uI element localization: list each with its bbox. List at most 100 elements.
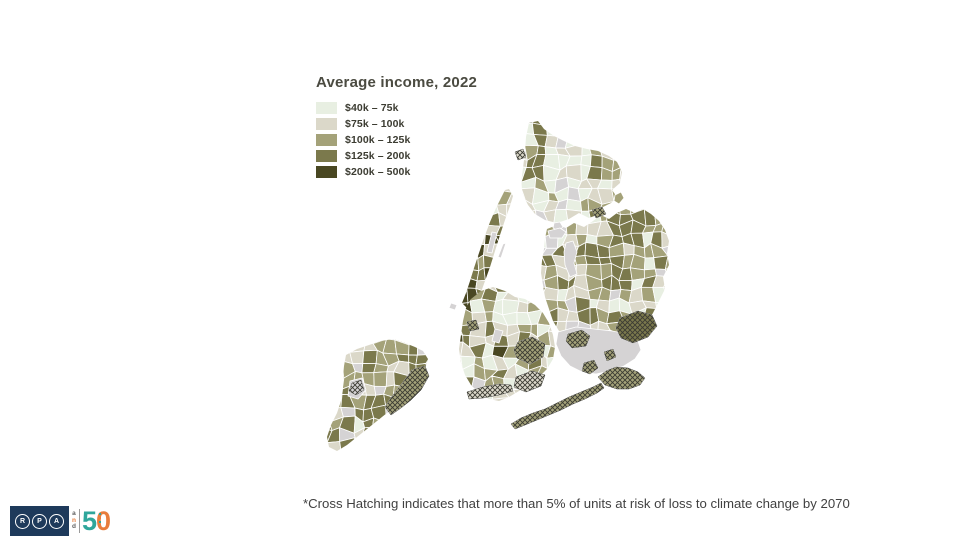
tract-cell — [459, 386, 461, 401]
tract-cell — [654, 212, 666, 226]
tract-cell — [508, 254, 513, 269]
tract-cell — [327, 387, 333, 401]
tract-cell — [486, 212, 501, 227]
tract-cell — [506, 397, 521, 401]
tract-cell — [674, 220, 686, 237]
tract-cell — [577, 132, 590, 148]
tract-cell — [527, 287, 540, 293]
tract-cell — [643, 257, 656, 271]
tract-cell — [506, 191, 513, 205]
legend-swatch — [316, 134, 337, 146]
tract-cell — [462, 244, 467, 262]
tract-cell — [473, 233, 486, 246]
no-data-area-governors-island — [448, 302, 458, 311]
rpa-anniversary-50: 50 — [82, 506, 111, 536]
tract-cell — [327, 441, 342, 451]
tract-cell — [536, 389, 554, 401]
tract-cell — [541, 286, 546, 301]
tract-cell — [651, 329, 669, 347]
tract-cell — [620, 158, 622, 168]
tract-cell — [462, 243, 479, 262]
tract-cell — [506, 202, 513, 218]
tract-cell — [547, 364, 555, 381]
tract-cell — [462, 216, 466, 226]
tract-cell — [546, 345, 555, 359]
tract-cell — [508, 232, 513, 248]
tract-cell — [546, 356, 555, 369]
tract-cell — [611, 178, 622, 190]
tract-cell — [327, 394, 333, 409]
tract-cell — [675, 323, 689, 335]
tract-cell — [459, 323, 464, 336]
tract-cell — [327, 362, 333, 376]
tract-cell — [427, 371, 428, 385]
tract-cell — [618, 279, 633, 291]
tract-cell — [394, 417, 410, 433]
tract-cell — [611, 121, 622, 134]
hatch-overlay-far-rockaway — [597, 366, 646, 390]
tract-cell — [373, 371, 388, 387]
cross-hatching-footnote: *Cross Hatching indicates that more than… — [303, 496, 850, 511]
legend-rows: $40k – 75k $75k – 100k $100k – 125k $125k –… — [316, 102, 477, 178]
tract-cell — [360, 448, 377, 451]
legend-label: $40k – 75k — [345, 102, 399, 114]
tract-cell — [663, 286, 669, 304]
tract-cell — [656, 308, 668, 325]
legend-swatch — [316, 150, 337, 162]
hatch-overlay-howard-beach — [565, 329, 591, 349]
tract-cell — [674, 212, 689, 225]
tract-cell — [459, 376, 475, 392]
logo-divider — [78, 509, 80, 533]
tract-cell — [327, 394, 343, 408]
tract-cell — [663, 340, 669, 347]
tract-cell — [673, 264, 686, 280]
tract-cell — [359, 441, 372, 451]
tract-cell — [459, 376, 461, 392]
legend-swatch — [316, 118, 337, 130]
tract-cell — [599, 132, 614, 150]
hatch-overlay-spuyten-duyvil — [514, 148, 527, 161]
tract-cell — [464, 190, 478, 207]
tract-cell — [565, 209, 583, 223]
tract-cell — [484, 311, 494, 323]
hatch-overlay-coney-island — [466, 383, 514, 400]
tract-cell — [327, 406, 330, 423]
tract-cell — [508, 243, 513, 260]
tract-cell — [541, 223, 546, 237]
tract-cell — [372, 417, 387, 432]
tract-cell — [462, 258, 480, 272]
tract-cell — [509, 267, 513, 282]
tract-cell — [661, 243, 669, 260]
tract-cell — [362, 349, 378, 365]
tract-cell — [331, 375, 345, 390]
tract-cell — [327, 349, 333, 367]
tract-cell — [349, 339, 367, 353]
tract-cell — [611, 131, 622, 145]
tract-cell — [625, 114, 637, 125]
tract-cell — [536, 145, 547, 156]
tract-cell — [407, 339, 419, 346]
anniversary-dashes-decoration — [99, 513, 102, 529]
tract-cell — [492, 397, 510, 401]
tract-cell — [506, 214, 513, 226]
no-data-area-central-park — [486, 231, 498, 254]
tract-cell — [349, 350, 365, 365]
tract-cell — [525, 224, 538, 234]
tract-cell — [459, 287, 466, 293]
tract-cell — [462, 189, 477, 193]
tract-cell — [392, 440, 408, 451]
tract-cell — [565, 220, 578, 236]
tract-cell — [382, 452, 397, 466]
hatch-overlay-si-midland — [348, 379, 365, 396]
tract-cell — [327, 448, 328, 451]
tract-cell — [663, 211, 669, 224]
tract-cell — [471, 399, 485, 401]
tract-cell — [474, 202, 491, 216]
tract-cell — [679, 341, 687, 356]
tract-cell — [662, 323, 669, 336]
tract-cell — [662, 312, 669, 326]
tract-cell — [474, 213, 491, 226]
area-city-island — [613, 191, 625, 205]
logo-and-letter: a — [72, 510, 76, 518]
